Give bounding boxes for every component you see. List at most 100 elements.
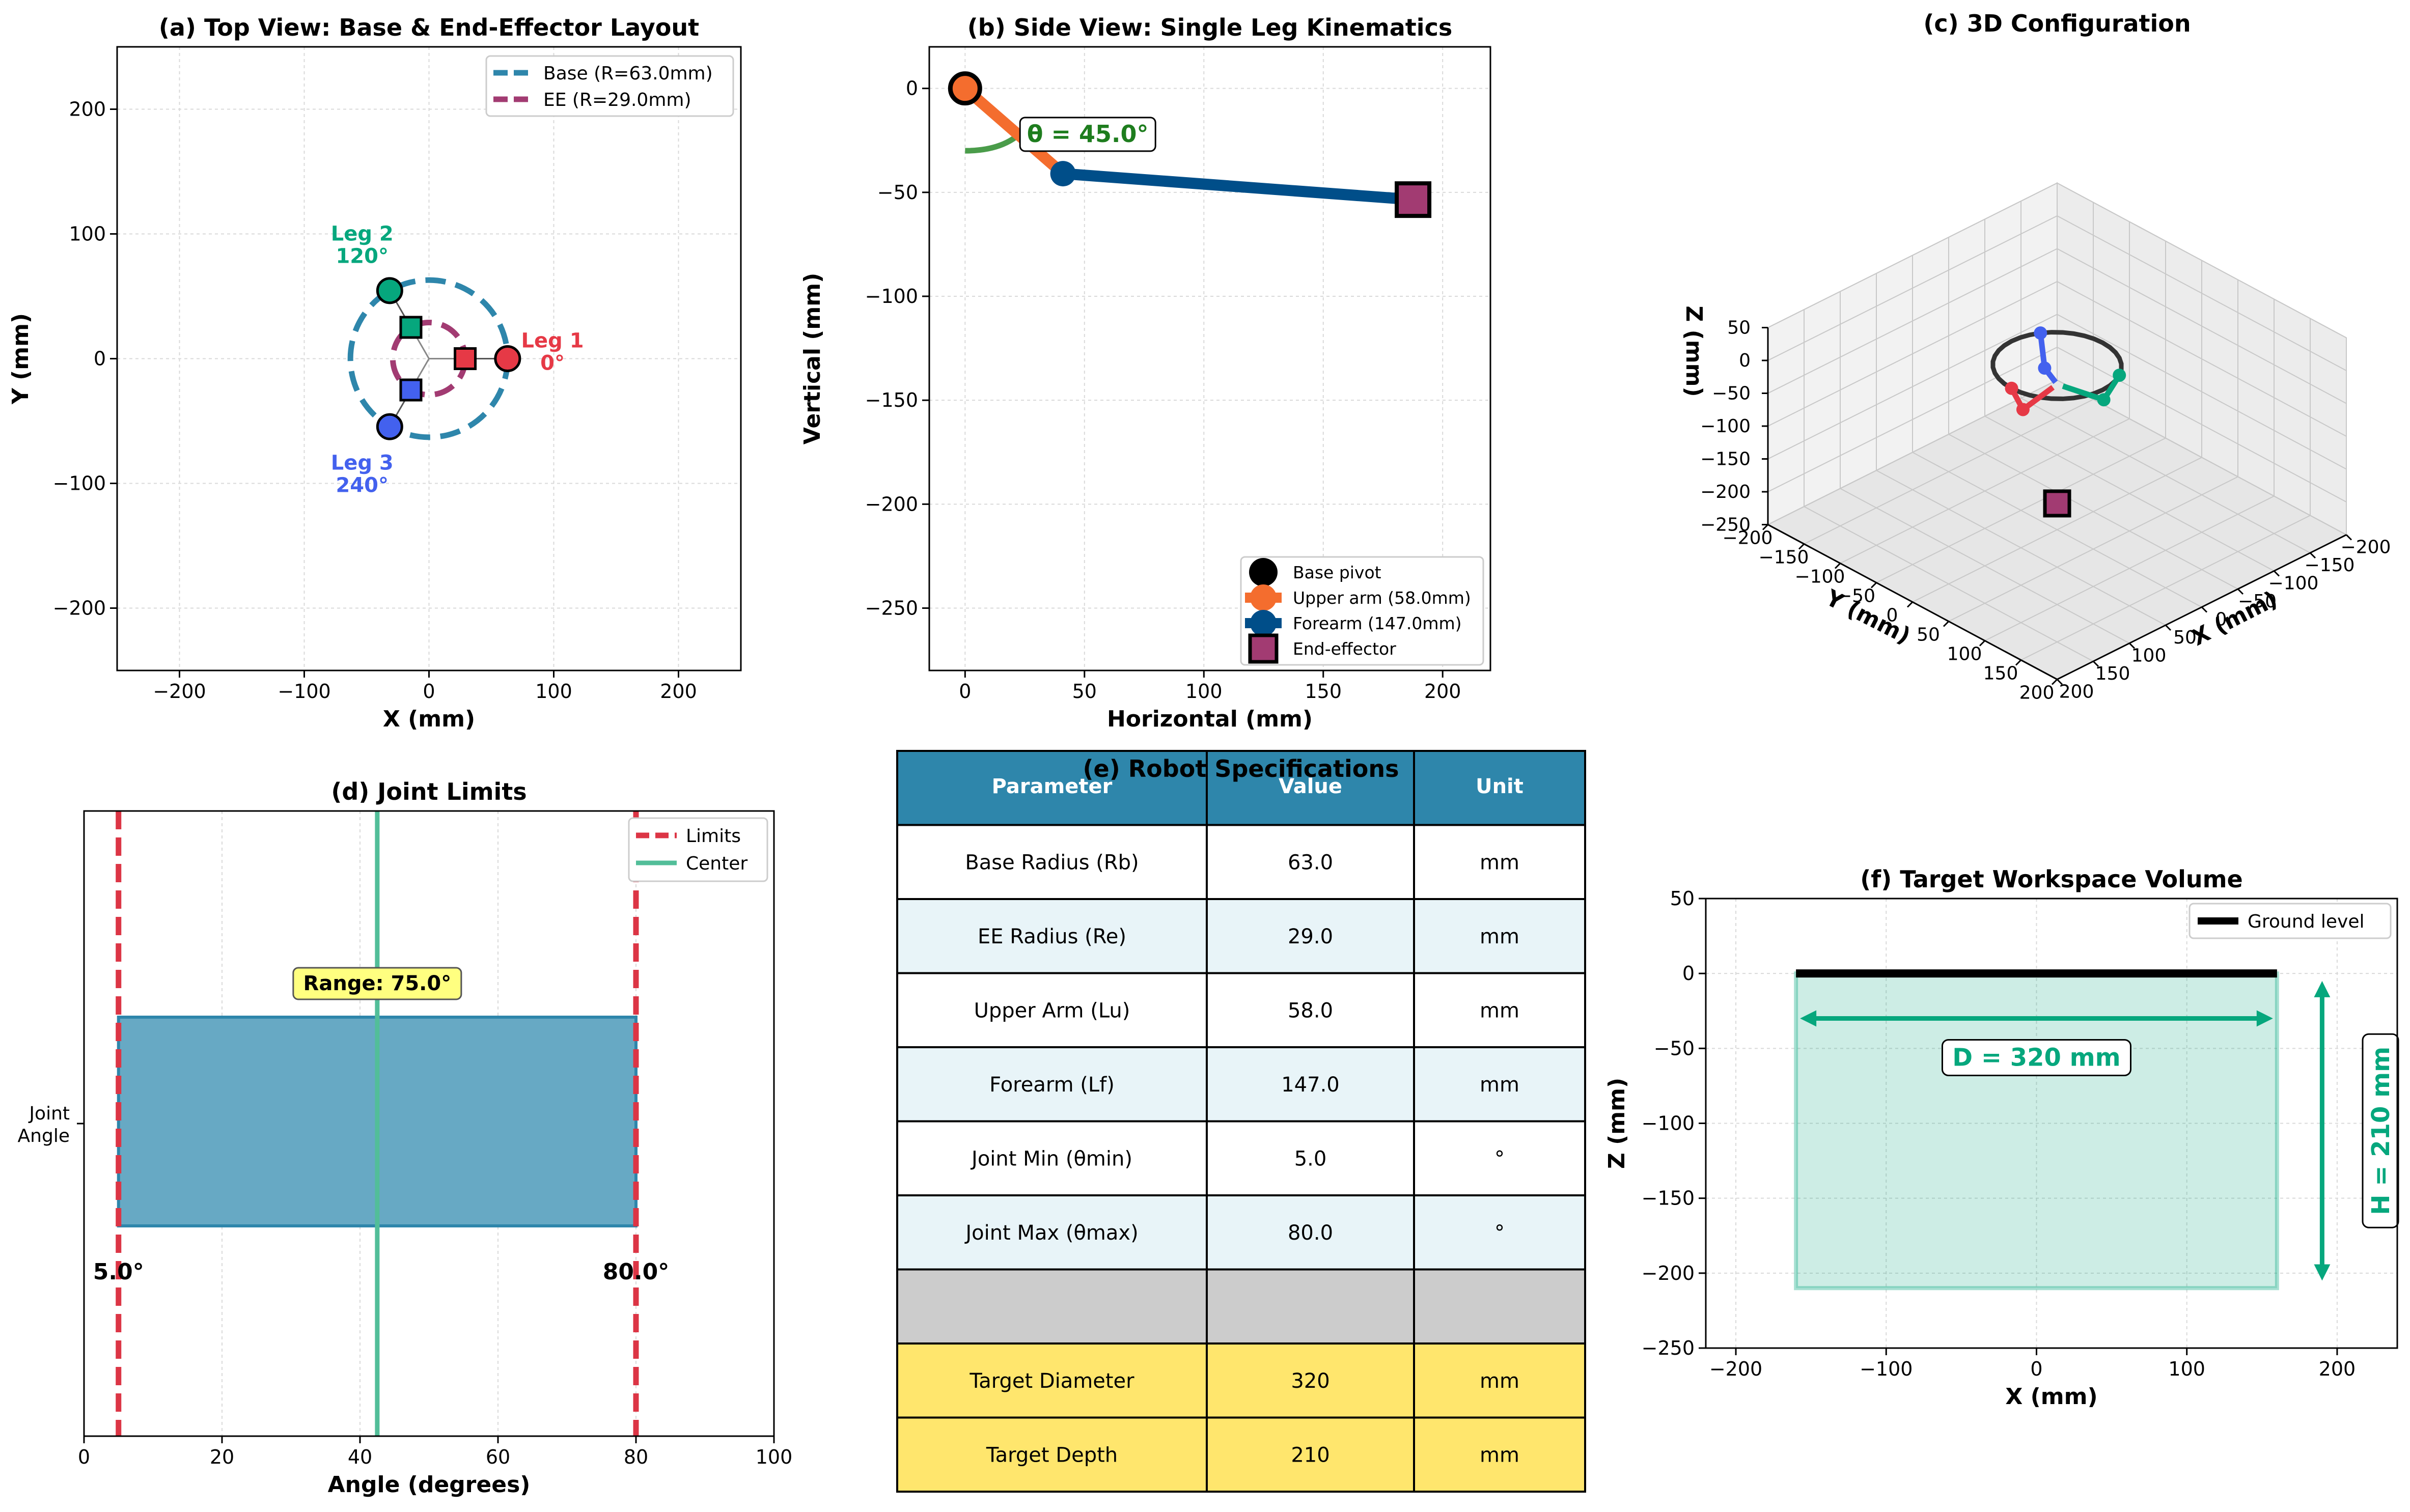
- legend-box: [2189, 903, 2392, 939]
- height-label: H = 210 mm: [2367, 1047, 2395, 1215]
- theta-label-box: [1019, 117, 1156, 152]
- y-tick-label: −200: [53, 597, 106, 620]
- grid-line: [1767, 314, 2058, 460]
- legend-swatch: [1249, 558, 1278, 586]
- x-axis-label: Angle (degrees): [328, 1472, 531, 1498]
- leg-label: Leg 3: [331, 452, 394, 475]
- y-axis-label: Y (mm): [8, 313, 34, 405]
- forearm-line: [1057, 168, 1419, 206]
- height-label-box: [2362, 1033, 2399, 1228]
- x-tick-label: 200: [2319, 1358, 2356, 1380]
- table-row: EE Radius (Re) 29.0 mm: [896, 898, 1586, 974]
- leg-angle-label: 240°: [336, 474, 389, 497]
- table-header-cell: Unit: [1476, 775, 1523, 798]
- panel-title: (d) Joint Limits: [331, 778, 527, 805]
- y-tick-label: −100: [1795, 567, 1845, 587]
- elbow-joint-3d: [2097, 393, 2111, 407]
- y-tick-label: −250: [865, 597, 918, 620]
- axes-frame: [928, 46, 1491, 671]
- x-tick-label: 200: [2059, 682, 2094, 703]
- x-tick-label: 0: [78, 1446, 90, 1468]
- x-tick-label: −200: [1709, 1358, 1762, 1380]
- y-tick-label: Joint: [28, 1103, 70, 1124]
- x-tick-mark: [2165, 624, 2172, 631]
- table-row: Joint Min (θmin) 5.0 °: [896, 1120, 1586, 1196]
- min-label: 5.0°: [93, 1259, 144, 1285]
- legend-label: Ground level: [2248, 911, 2364, 932]
- base-joint-marker: [376, 277, 403, 304]
- x-tick-label: −200: [2341, 537, 2391, 558]
- table-cell: Upper Arm (Lu): [974, 999, 1130, 1022]
- table-cell-bg: [1206, 1416, 1415, 1493]
- diameter-label-box: [1941, 1039, 2131, 1076]
- elbow-marker: [1050, 161, 1076, 187]
- legend-label: Limits: [686, 826, 741, 847]
- table-header-cell: Parameter: [992, 775, 1113, 798]
- y-tick-mark: [1906, 601, 1914, 608]
- table-cell: 63.0: [1288, 851, 1333, 874]
- panel-b-side-view: 0 50 100 150 200 0 −50 −100 −150 −200 −250 θ = 45.0…: [799, 14, 1491, 732]
- x-tick-mark: [2237, 588, 2244, 595]
- y-tick-label: −200: [1642, 1262, 1695, 1284]
- base-ring: [1990, 330, 2124, 401]
- table-cell: mm: [1480, 999, 1519, 1022]
- y-tick-label: 200: [69, 98, 106, 121]
- y-tick-label: 0: [94, 348, 106, 370]
- legend-label: Base (R=63.0mm): [543, 63, 713, 84]
- diameter-arrowhead: [1800, 1010, 1817, 1027]
- z-tick-label: −100: [1700, 416, 1751, 437]
- base-joint-marker: [376, 413, 403, 440]
- table-cell-bg: [1413, 1342, 1586, 1419]
- table-cell-bg: [896, 972, 1208, 1048]
- table-cell-bg: [1413, 1416, 1586, 1493]
- z-tick-label: −200: [1700, 482, 1751, 502]
- table-cell: Target Depth: [986, 1443, 1118, 1467]
- table-row: [896, 1268, 1586, 1345]
- table-row: Joint Max (θmax) 80.0 °: [896, 1194, 1586, 1271]
- y-tick-label: −250: [1642, 1337, 1695, 1359]
- grid-line: [1948, 476, 2238, 622]
- table-row: Target Depth 210 mm: [896, 1416, 1586, 1493]
- legend-label: Base pivot: [1293, 563, 1381, 582]
- x-tick-mark: [2345, 534, 2352, 541]
- y-tick-label: −100: [865, 285, 918, 307]
- panel-a-top-view: −200 −100 0 100 200 −200 −100 0 100 200 Leg 10° Leg…: [8, 14, 742, 732]
- table-cell: °: [1494, 1147, 1505, 1170]
- grid-line: [2057, 281, 2347, 437]
- table-cell-bg: [896, 1416, 1208, 1493]
- x-tick-mark: [2092, 660, 2099, 667]
- table-cell: °: [1494, 1221, 1505, 1245]
- upper-arm-line: [959, 82, 1069, 180]
- elbow-joint-3d: [2016, 403, 2030, 416]
- table-cell: Base Radius (Rb): [965, 851, 1139, 874]
- base-joint-3d: [2034, 326, 2047, 340]
- table-cell-bg: [1413, 1046, 1586, 1123]
- x-axis-label: Horizontal (mm): [1107, 706, 1313, 732]
- panel-title: (c) 3D Configuration: [1923, 10, 2191, 37]
- y-tick-mark: [1762, 524, 1769, 530]
- grid-line: [1767, 379, 2058, 525]
- x-tick-label: 0: [959, 680, 971, 703]
- table-cell-bg: [1206, 898, 1415, 974]
- y-axis-label: Vertical (mm): [799, 273, 825, 444]
- axes-frame: [83, 810, 775, 1437]
- ee-joint-marker: [399, 316, 423, 339]
- y-tick-mark: [1834, 563, 1841, 569]
- table-cell: 210: [1291, 1443, 1329, 1467]
- x-tick-label: 50: [2173, 627, 2197, 648]
- y-tick-mark: [1798, 543, 1805, 550]
- y-tick-label: −100: [53, 472, 106, 495]
- table-cell-bg: [1206, 1120, 1415, 1196]
- table-cell-bg: [1413, 972, 1586, 1048]
- table-cell: 5.0: [1294, 1147, 1327, 1170]
- y-tick-mark: [1870, 582, 1877, 589]
- y-tick-mark: [1943, 621, 1950, 627]
- y-tick-label: Angle: [18, 1126, 70, 1146]
- y-tick-label: 100: [69, 223, 106, 245]
- y-axis-label: Z (mm): [1604, 1078, 1630, 1169]
- x-tick-label: 200: [1424, 680, 1461, 703]
- legend-label: Upper arm (58.0mm): [1293, 588, 1471, 608]
- y-tick-label: −200: [865, 493, 918, 515]
- x-tick-label: 0: [2215, 609, 2227, 630]
